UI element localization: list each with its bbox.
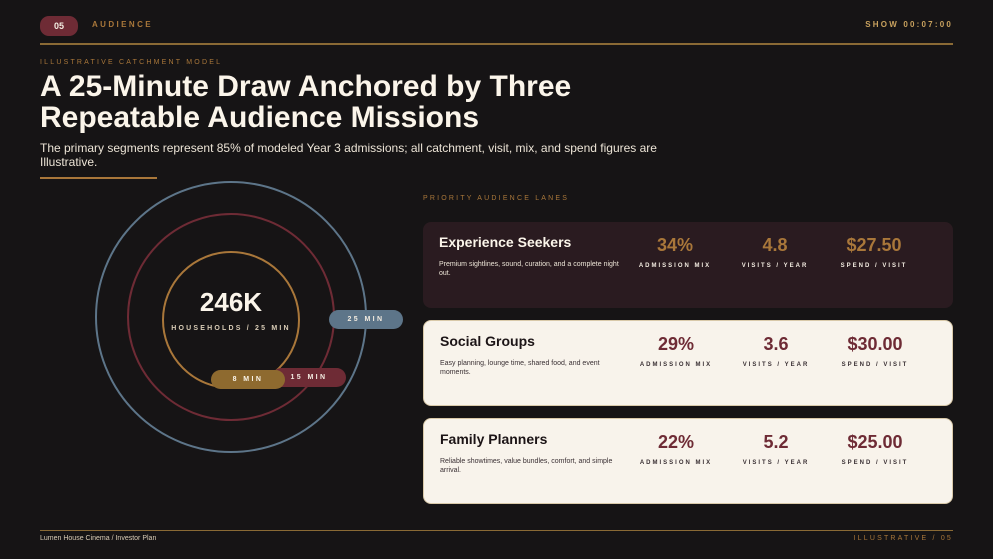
metric-value: $30.00 [847,334,903,354]
footer-page-label: ILLUSTRATIVE / 05 [853,535,953,542]
metric-value: 29% [657,334,695,354]
header-divider [40,43,953,45]
metric-label: ADMISSION MIX [639,460,713,466]
metric-spend-per-visit: $25.00 SPEND / VISIT [825,431,925,466]
metric-visits-per-year: 3.6 VISITS / YEAR [726,333,826,368]
metric-visits-per-year: 4.8 VISITS / YEAR [725,234,825,269]
metric-value: 4.8 [762,235,788,255]
metric-admission-mix: 34% ADMISSION MIX [625,234,725,269]
metric-spend-per-visit: $30.00 SPEND / VISIT [825,333,925,368]
metric-value: 22% [657,432,695,452]
lane-description: Easy planning, lounge time, shared food,… [440,360,600,376]
metric-label: VISITS / YEAR [741,263,809,269]
page-subtitle: The primary segments represent 85% of mo… [40,141,657,169]
lane-name: Experience Seekers [439,234,572,250]
page-title: A 25-Minute Draw Anchored by Three Repea… [40,70,572,134]
lane-card-social-groups: Social Groups Easy planning, lounge time… [423,320,953,406]
metric-value: $27.50 [846,235,902,255]
metric-value: 3.6 [763,334,789,354]
metric-value: 34% [656,235,694,255]
metric-label: VISITS / YEAR [742,460,810,466]
metric-admission-mix: 29% ADMISSION MIX [626,333,726,368]
lane-description: Premium sightlines, sound, curation, and… [439,261,619,277]
metric-label: VISITS / YEAR [742,362,810,368]
metric-label: SPEND / VISIT [841,460,909,466]
metric-label: SPEND / VISIT [840,263,908,269]
metric-admission-mix: 22% ADMISSION MIX [626,431,726,466]
metric-label: ADMISSION MIX [638,263,712,269]
metric-visits-per-year: 5.2 VISITS / YEAR [726,431,826,466]
lane-card-family-planners: Family Planners Reliable showtimes, valu… [423,418,953,504]
lane-name: Social Groups [440,333,535,349]
households-value: 246K [199,287,263,317]
metric-label: SPEND / VISIT [841,362,909,368]
footer-deck-name: Lumen House Cinema / Investor Plan [40,535,157,542]
metric-label: ADMISSION MIX [639,362,713,368]
section-label: AUDIENCE [92,20,153,29]
lane-name: Family Planners [440,431,548,447]
top-bar: 05 AUDIENCE SHOW 00:07:00 [40,14,953,38]
slide-number-badge: 05 [40,16,78,36]
catchment-rings-diagram: 246K HOUSEHOLDS / 25 MIN [95,181,367,453]
show-timer: SHOW 00:07:00 [865,20,953,29]
footer-divider [40,530,953,531]
metric-spend-per-visit: $27.50 SPEND / VISIT [824,234,924,269]
ring-label-8-min: 8 MIN [211,370,285,389]
title-accent-rule [40,177,157,179]
lanes-heading: PRIORITY AUDIENCE LANES [423,195,570,202]
ring-label-15-min: 15 MIN [272,368,346,387]
kicker-label: ILLUSTRATIVE CATCHMENT MODEL [40,59,223,66]
households-label: HOUSEHOLDS / 25 MIN [171,325,291,332]
ring-label-25-min: 25 MIN [329,310,403,329]
lane-description: Reliable showtimes, value bundles, comfo… [440,458,613,474]
lane-card-experience-seekers: Experience Seekers Premium sightlines, s… [423,222,953,308]
metric-value: $25.00 [847,432,903,452]
metric-value: 5.2 [763,432,789,452]
